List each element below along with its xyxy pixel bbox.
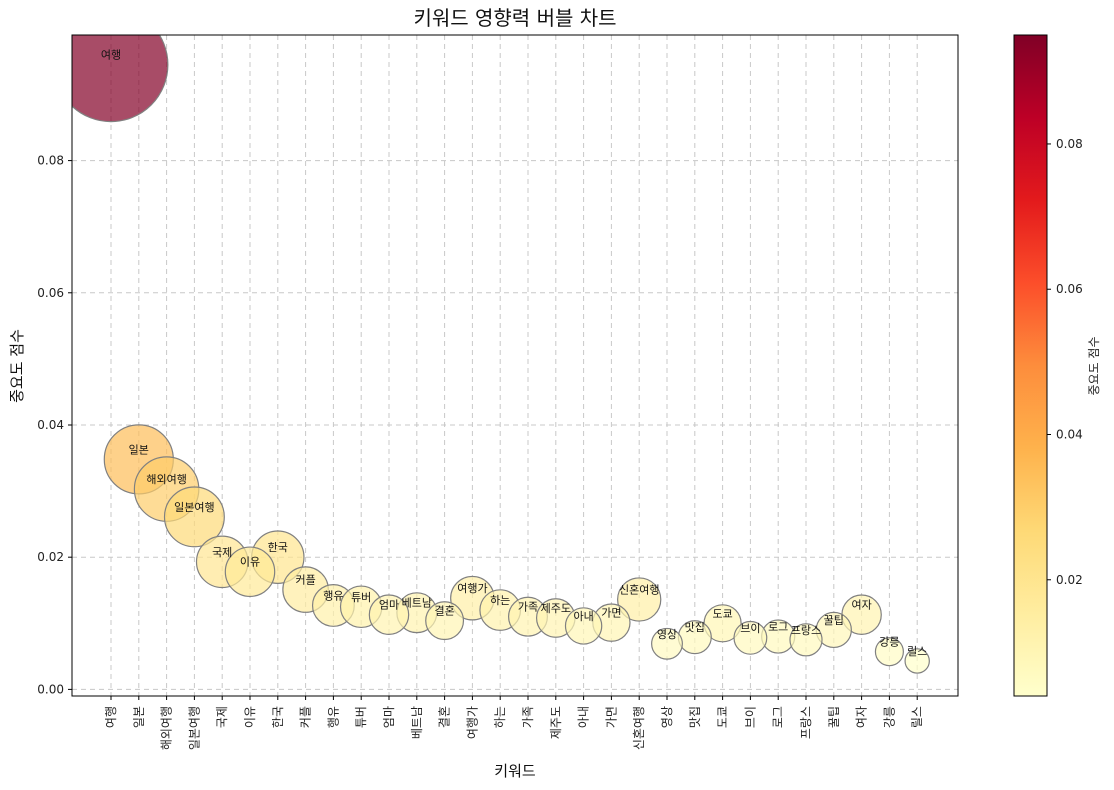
x-tick-label: 여자 [855,706,869,728]
bubble-label: 행유 [323,589,343,602]
y-tick-label: 0.00 [37,682,64,696]
y-tick-label: 0.02 [37,550,64,564]
bubble-label: 꿀팁 [824,614,844,627]
x-tick-label: 도쿄 [716,706,730,728]
x-tick-label: 가족 [521,706,535,728]
x-tick-label: 국제 [215,706,229,728]
bubble-label: 한국 [268,541,288,554]
colorbar-tick-label: 0.02 [1056,573,1083,587]
colorbar-ticks: 0.02 0.04 0.06 0.08 [1047,137,1083,587]
bubble [617,577,662,622]
y-tick-label: 0.04 [37,418,64,432]
bubble-label: 가족 [518,601,538,614]
x-tick-label: 여행 [103,706,118,728]
x-tick-label: 여행가 [464,706,479,739]
y-tick-label: 0.08 [37,154,64,168]
y-axis-ticks: 0.00 0.02 0.04 0.06 0.08 [37,154,72,696]
x-tick-label: 일본여행 [186,706,201,750]
bubble-label: 신혼여행 [619,583,659,596]
bubble-label: 이유 [240,556,260,569]
x-tick-label: 로그 [771,706,785,728]
bubble [733,620,768,655]
y-axis-title: 중요도 점수 [8,329,26,403]
bubble [564,607,603,645]
bubble-label: 영상 [657,628,677,641]
x-axis-title: 키워드 [494,762,536,780]
x-tick-label: 프랑스 [799,706,813,739]
x-axis-ticks: 여행 일본 해외여행 일본여행 국제 이유 한국 커플 행유 튜버 엄마 베트남 결혼 여행가 하는 가족 제주… [103,696,924,750]
x-tick-label: 한국 [271,706,285,728]
bubble-label: 도쿄 [712,607,732,620]
colorbar [1013,34,1048,697]
bubble [368,594,410,635]
x-tick-label: 일본 [132,706,146,728]
x-tick-label: 엄마 [382,706,396,728]
bubbles [72,35,930,674]
chart-title: 키워드 영향력 버블 차트 [413,6,616,30]
bubble-label: 아내 [573,610,593,623]
bubble-label: 가면 [601,607,621,620]
x-tick-label: 영상 [660,706,674,728]
bubble [163,486,225,548]
bubble [224,546,276,598]
y-tick-label: 0.06 [37,286,64,300]
colorbar-title: 중요도 점수 [1087,336,1101,395]
bubble-label: 프랑스 [791,624,821,637]
x-tick-label: 릴스 [910,706,924,728]
bubble [874,637,904,667]
bubble [789,623,823,657]
x-tick-label: 제주도 [549,706,563,739]
x-tick-label: 신혼여행 [631,706,646,750]
bubble-label: 커플 [295,574,315,587]
x-tick-label: 아내 [577,706,591,728]
x-tick-label: 행유 [325,706,340,728]
x-tick-label: 하는 [493,706,507,728]
bubble-label: 릴스 [907,645,927,658]
colorbar-tick-label: 0.08 [1056,137,1083,151]
bubble-label: 하는 [490,593,510,607]
x-tick-label: 결혼 [438,706,452,728]
x-tick-label: 튜버 [354,706,368,728]
bubble-label: 베트남 [402,597,432,610]
x-tick-label: 브이 [743,706,757,728]
bubble-label: 강릉 [879,636,899,649]
bubble [904,648,930,674]
bubble-label: 일본여행 [174,500,214,514]
bubble-label: 맛집 [685,621,705,634]
bubble-label: 로그 [768,621,788,634]
bubble-label: 튜버 [351,591,371,604]
bubble-label: 제주도 [541,602,571,615]
bubble-label: 결혼 [434,605,454,618]
bubble-label: 브이 [740,622,760,635]
x-tick-label: 해외여행 [159,706,174,750]
x-tick-label: 가면 [604,706,618,728]
colorbar-tick-label: 0.04 [1056,428,1083,442]
bubble [651,627,683,660]
bubble [425,601,465,641]
x-tick-label: 꿀팁 [827,706,841,728]
bubble-label: 여행 [101,49,121,62]
x-tick-label: 강릉 [882,706,896,728]
bubble-label: 국제 [212,546,232,559]
bubble-label: 엄마 [379,599,399,612]
colorbar-tick-label: 0.06 [1056,282,1083,296]
bubble-label: 여행가 [457,582,487,595]
bubble-label: 여자 [851,599,871,612]
x-tick-label: 이유 [243,706,257,728]
grid [72,35,958,696]
x-tick-label: 맛집 [688,706,702,728]
x-tick-label: 커플 [299,706,313,728]
bubble-label: 일본 [129,442,149,456]
x-tick-label: 베트남 [410,706,424,739]
plot-frame [71,34,959,697]
bubble [72,35,169,123]
bubble-label: 해외여행 [146,472,186,486]
